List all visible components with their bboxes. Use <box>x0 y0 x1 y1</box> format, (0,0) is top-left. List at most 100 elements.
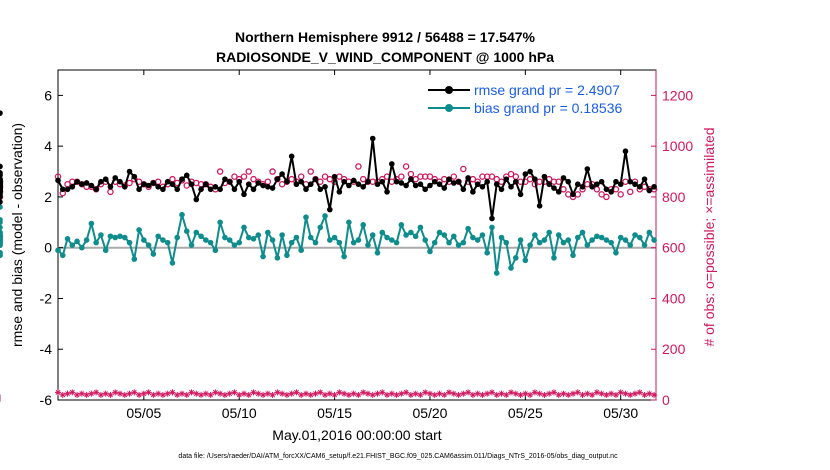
assimilated-obs-stroke <box>642 392 648 398</box>
rmse-point <box>541 173 548 180</box>
assimilated-obs-stroke <box>637 389 643 395</box>
bias-point <box>551 255 557 261</box>
possible-obs-point <box>603 193 610 201</box>
assimilated-obs-stroke <box>231 389 237 395</box>
bias-point <box>245 234 252 241</box>
assimilated-obs-stroke <box>618 389 624 395</box>
bias-point <box>83 237 90 243</box>
rmse-point <box>522 171 529 177</box>
assimilated-obs-stroke <box>60 392 66 398</box>
rmse-point <box>236 178 243 185</box>
rmse-point <box>193 196 200 203</box>
assimilated-obs-stroke <box>303 391 309 397</box>
rmse-point <box>498 186 505 193</box>
rmse-point <box>646 187 653 194</box>
assimilated-obs-point <box>512 390 519 397</box>
possible-obs-point <box>231 173 238 180</box>
possible-obs-point <box>450 173 458 180</box>
assimilated-obs-stroke <box>403 389 409 395</box>
rmse-point <box>317 186 324 193</box>
assimilated-obs-point <box>612 391 619 398</box>
rmse-point <box>651 183 657 190</box>
bias-point <box>203 237 209 243</box>
assimilated-obs-point <box>622 390 629 397</box>
rmse-point <box>403 182 409 189</box>
assimilated-obs-point <box>345 391 352 398</box>
assimilated-obs-stroke <box>136 392 142 398</box>
bias-point <box>0 216 3 223</box>
rmse-point <box>222 176 228 182</box>
assimilated-obs-stroke <box>632 391 638 397</box>
bias-point <box>589 237 595 243</box>
bias-point <box>88 220 95 227</box>
assimilated-obs-point <box>617 389 624 396</box>
x-tick-label: 05/10 <box>222 405 257 421</box>
rmse-point <box>517 191 524 198</box>
possible-obs-point <box>598 191 605 198</box>
possible-obs-point <box>488 173 496 180</box>
assimilated-obs-stroke <box>479 392 485 398</box>
rmse-point <box>489 215 495 222</box>
series-bias <box>0 204 657 276</box>
rmse-point <box>608 189 614 195</box>
bias-point <box>121 234 128 241</box>
assimilated-obs-stroke <box>570 391 576 397</box>
assimilated-obs-point <box>565 391 572 398</box>
bias-point <box>169 260 176 266</box>
assimilated-obs-point <box>603 391 610 398</box>
assimilated-obs-point <box>550 389 557 396</box>
assimilated-obs-stroke <box>470 392 476 398</box>
bias-point <box>174 234 181 241</box>
rmse-point <box>260 182 266 189</box>
y-left-tick-label: 6 <box>44 87 52 103</box>
rmse-point <box>369 135 376 142</box>
assimilated-obs-point <box>608 390 615 397</box>
assimilated-obs-stroke <box>274 389 280 395</box>
possible-obs-point <box>321 173 329 180</box>
bias-point <box>74 238 80 245</box>
assimilated-obs-point <box>493 391 500 398</box>
rmse-point <box>250 186 257 193</box>
bias-point <box>141 237 147 243</box>
assimilated-obs-stroke <box>322 392 328 398</box>
rmse-point <box>408 176 414 182</box>
bias-point <box>284 252 290 259</box>
assimilated-obs-stroke <box>146 389 152 395</box>
assimilated-obs-point <box>302 390 309 397</box>
assimilated-obs-point <box>88 390 95 397</box>
assimilated-obs-stroke <box>422 389 428 395</box>
bias-point <box>408 229 414 236</box>
y-left-tick-label: 0 <box>44 240 52 256</box>
assimilated-obs-point <box>240 390 247 397</box>
bias-point <box>503 239 510 246</box>
bias-point <box>317 224 324 231</box>
rmse-point <box>141 181 147 188</box>
bias-point <box>236 239 243 246</box>
rmse-point <box>393 178 400 185</box>
bias-point <box>455 242 462 248</box>
assimilated-obs-point <box>651 391 658 398</box>
bias-point <box>150 251 157 257</box>
assimilated-obs-stroke <box>55 389 61 395</box>
bias-point <box>570 252 576 259</box>
y-right-tick-label: 400 <box>662 290 686 306</box>
assimilated-obs-point <box>426 390 433 397</box>
assimilated-obs-point <box>498 390 505 397</box>
assimilated-obs-point <box>384 391 391 398</box>
assimilated-obs-point <box>369 391 376 398</box>
rmse-point <box>346 182 352 189</box>
y-right-tick-label: 1000 <box>662 138 693 154</box>
possible-obs-point <box>507 170 515 178</box>
bias-point <box>255 232 262 238</box>
rmse-point <box>579 183 586 190</box>
rmse-point <box>574 181 581 188</box>
assimilated-obs-stroke <box>603 392 609 398</box>
assimilated-obs-point <box>531 389 538 396</box>
rmse-point <box>179 176 185 182</box>
rmse-point <box>431 178 438 185</box>
rmse-point <box>0 170 3 176</box>
rmse-point <box>284 178 290 185</box>
assimilated-obs-stroke <box>370 392 376 398</box>
y-left-axis-label: rmse and bias (model - observation) <box>9 123 25 347</box>
possible-obs-point <box>240 173 248 180</box>
